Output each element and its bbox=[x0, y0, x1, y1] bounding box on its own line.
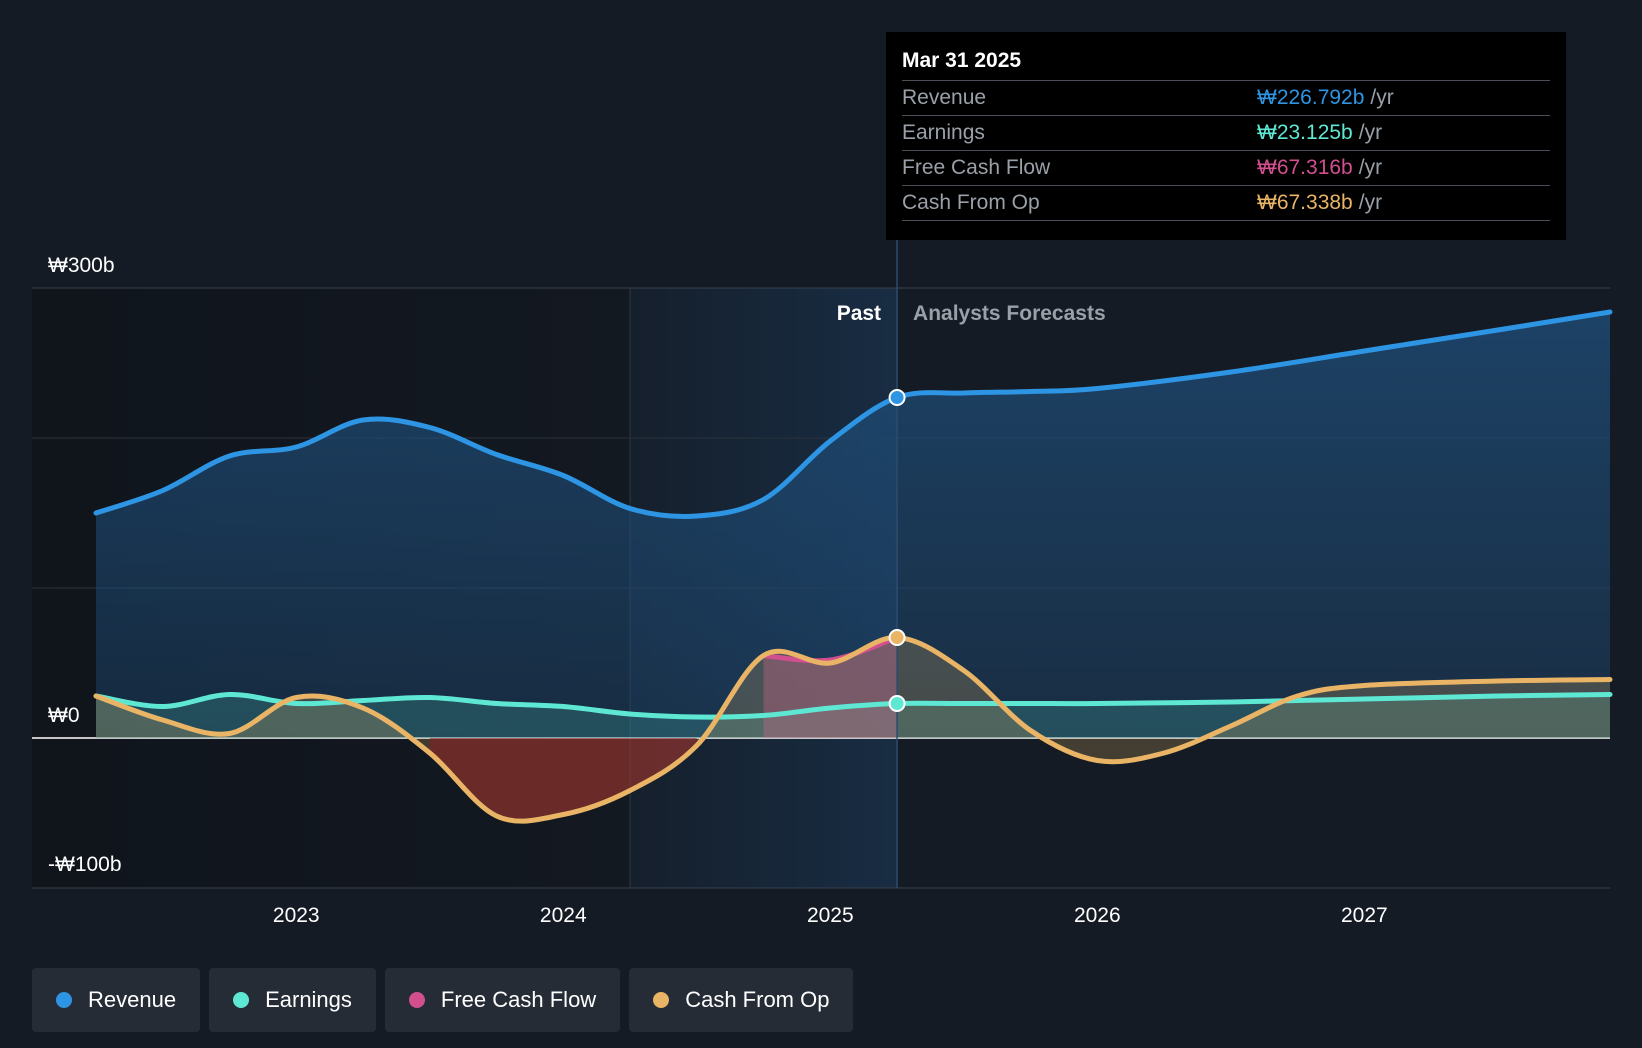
legend-dot-icon bbox=[408, 992, 425, 1008]
cash-from-op-line bbox=[93, 635, 1613, 824]
legend-item-cash-from-op[interactable]: Cash From Op bbox=[629, 968, 854, 1032]
tooltip-date: Mar 31 2025 bbox=[902, 49, 1022, 72]
legend-dot-icon bbox=[233, 992, 250, 1008]
revenue-line bbox=[93, 309, 1613, 519]
cash-negative-area bbox=[429, 738, 697, 822]
legend-label: Free Cash Flow bbox=[440, 987, 597, 1012]
tooltip-label: Free Cash Flow bbox=[902, 156, 1051, 179]
x-tick-label: 2026 bbox=[1074, 904, 1121, 927]
x-tick-label: 2024 bbox=[540, 904, 587, 927]
tooltip-unit: /yr bbox=[1358, 156, 1383, 179]
tooltip-row-cash-from-op: Cash From Op ₩67.338b /yr bbox=[902, 185, 1550, 221]
legend: Revenue Earnings Free Cash Flow Cash Fro… bbox=[32, 968, 854, 1032]
legend-item-earnings[interactable]: Earnings bbox=[209, 968, 376, 1032]
tooltip-unit: /yr bbox=[1358, 191, 1383, 214]
legend-label: Revenue bbox=[88, 987, 177, 1012]
x-tick-label: 2027 bbox=[1341, 904, 1388, 927]
free-cash-flow-line bbox=[761, 635, 900, 664]
tooltip-value: ₩226.792b bbox=[1257, 86, 1365, 109]
tooltip-label: Earnings bbox=[902, 121, 985, 144]
tooltip-value: ₩67.316b bbox=[1257, 156, 1353, 179]
revenue-area bbox=[96, 312, 1610, 738]
x-tick-label: 2023 bbox=[273, 904, 320, 927]
legend-dot-icon bbox=[653, 992, 670, 1008]
legend-item-revenue[interactable]: Revenue bbox=[32, 968, 201, 1032]
legend-item-free-cash-flow[interactable]: Free Cash Flow bbox=[384, 968, 621, 1032]
y-tick-label: ₩300b bbox=[48, 254, 115, 277]
legend-label: Cash From Op bbox=[685, 987, 830, 1012]
tooltip-value: ₩67.338b bbox=[1257, 191, 1353, 214]
earnings-marker bbox=[888, 695, 906, 712]
tooltip-value: ₩23.125b bbox=[1257, 121, 1353, 144]
cash-from-op-marker bbox=[888, 629, 906, 646]
tooltip-row-earnings: Earnings ₩23.125b /yr bbox=[902, 115, 1550, 150]
tooltip-unit: /yr bbox=[1370, 86, 1394, 109]
tooltip: Mar 31 2025 Revenue ₩226.792b /yr Earnin… bbox=[886, 32, 1566, 240]
earnings-line bbox=[93, 691, 1613, 720]
tooltip-unit: /yr bbox=[1358, 121, 1383, 144]
forecast-label: Analysts Forecasts bbox=[913, 302, 1106, 325]
tooltip-label: Cash From Op bbox=[902, 191, 1040, 214]
past-label: Past bbox=[837, 302, 881, 325]
tooltip-row-revenue: Revenue ₩226.792b /yr bbox=[902, 80, 1550, 115]
tooltip-label: Revenue bbox=[902, 86, 987, 109]
y-tick-label: -₩100b bbox=[48, 853, 122, 876]
legend-label: Earnings bbox=[265, 987, 352, 1012]
y-tick-label: ₩0 bbox=[48, 704, 80, 727]
revenue-marker bbox=[888, 389, 906, 406]
x-tick-label: 2025 bbox=[807, 904, 854, 927]
tooltip-row-free-cash-flow: Free Cash Flow ₩67.316b /yr bbox=[902, 150, 1550, 185]
legend-dot-icon bbox=[56, 992, 72, 1008]
